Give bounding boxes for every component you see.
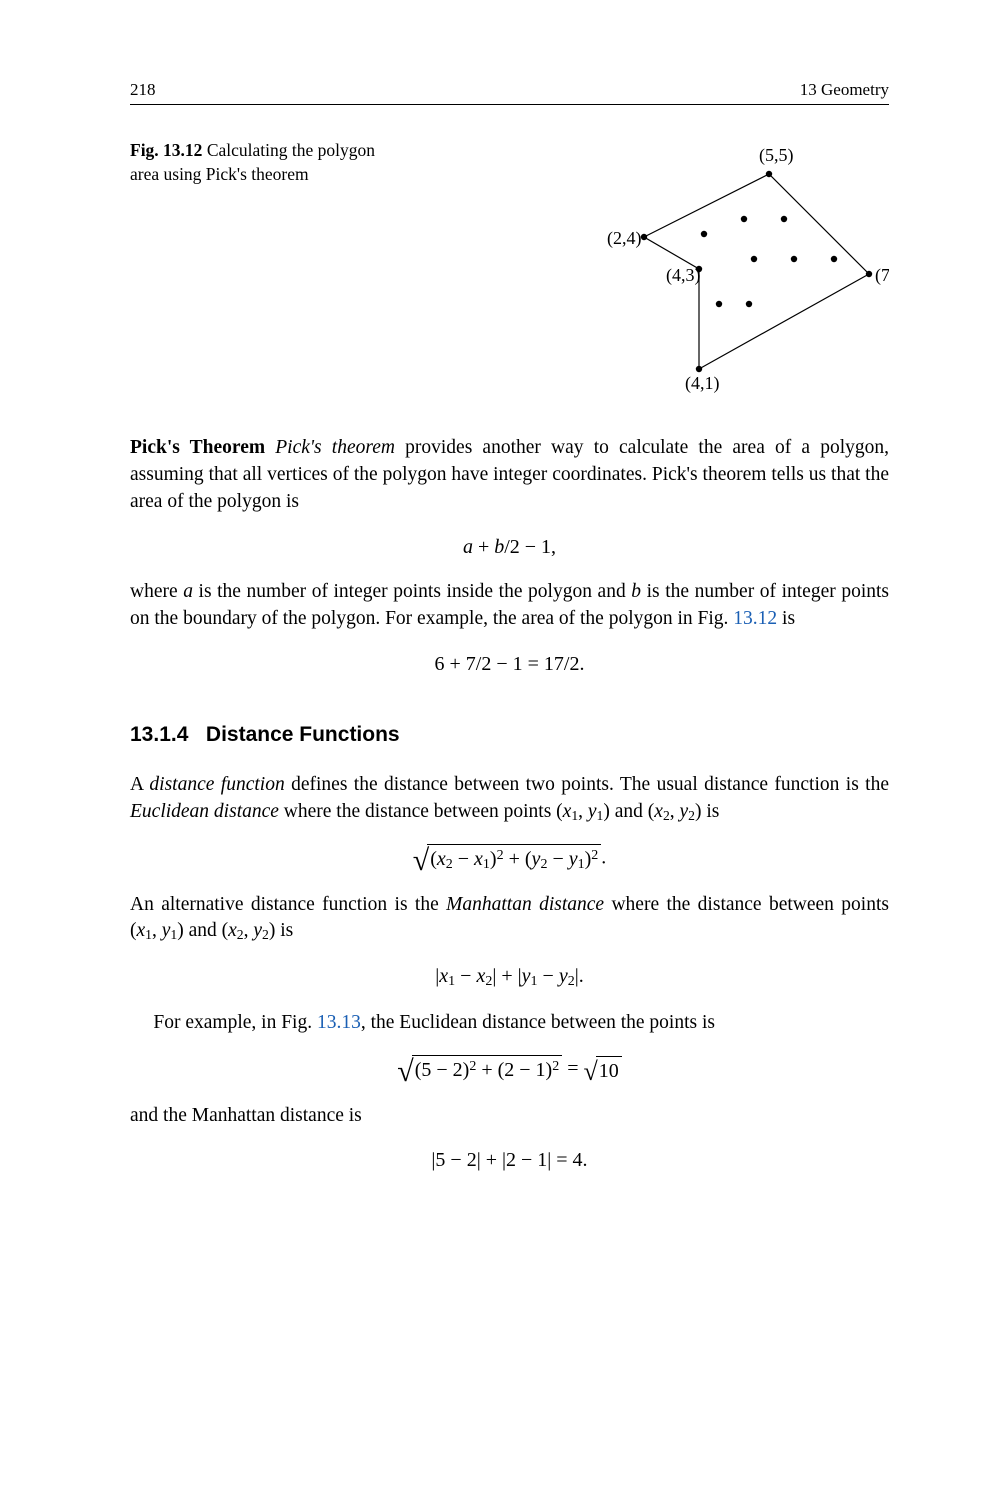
page-number: 218 xyxy=(130,80,156,100)
equation-manhattan: |x1 − x2| + |y1 − y2|. xyxy=(130,963,889,991)
svg-text:(4,3): (4,3) xyxy=(666,265,701,286)
sqrt-icon: √ xyxy=(583,1059,597,1085)
chapter-ref: 13 Geometry xyxy=(800,80,889,100)
polygon-diagram: (5,5) (2,4) (4,3) (7,3) (4,1) xyxy=(569,139,889,399)
paragraph-example: For example, in Fig. 13.13, the Euclidea… xyxy=(130,1010,889,1037)
section-number: 13.1.4 xyxy=(130,723,188,746)
paragraph-distance-1: A distance function defines the distance… xyxy=(130,772,889,826)
svg-text:(4,1): (4,1) xyxy=(685,373,720,394)
figure-caption: Fig. 13.12 Calculating the polygon area … xyxy=(130,139,400,186)
figure-row: Fig. 13.12 Calculating the polygon area … xyxy=(130,139,889,399)
equation-euclidean: √ (x2 − x1)2 + (y2 − y1)2 . xyxy=(130,844,889,874)
body-text: Pick's Theorem Pick's theorem provides a… xyxy=(130,435,889,1175)
sqrt-icon: √ xyxy=(397,1057,413,1087)
equation-example-manhattan: |5 − 2| + |2 − 1| = 4. xyxy=(130,1147,889,1175)
paragraph-picks-theorem: Pick's Theorem Pick's theorem provides a… xyxy=(130,435,889,516)
figure-graphic: (5,5) (2,4) (4,3) (7,3) (4,1) xyxy=(420,139,889,399)
picks-theorem-bold: Pick's Theorem xyxy=(130,437,265,458)
paragraph-distance-2: An alternative distance function is the … xyxy=(130,892,889,946)
section-title: Distance Functions xyxy=(206,723,400,746)
picks-theorem-italic: Pick's theorem xyxy=(275,437,395,458)
equation-example-euclidean: √ (5 − 2)2 + (2 − 1)2 = √ 10 xyxy=(130,1055,889,1085)
equation-2: 6 + 7/2 − 1 = 17/2. xyxy=(130,651,889,679)
fig-link-13-12[interactable]: 13.12 xyxy=(733,608,777,629)
page: 218 13 Geometry Fig. 13.12 Calculating t… xyxy=(0,0,989,1500)
svg-text:(5,5): (5,5) xyxy=(759,145,794,166)
paragraph-manhattan-result: and the Manhattan distance is xyxy=(130,1103,889,1130)
running-head: 218 13 Geometry xyxy=(130,80,889,105)
svg-text:(2,4): (2,4) xyxy=(607,228,642,249)
paragraph-ab-description: where a is the number of integer points … xyxy=(130,579,889,633)
svg-text:(7,3): (7,3) xyxy=(875,265,889,286)
equation-1: a + b/2 − 1, xyxy=(130,534,889,562)
figure-label: Fig. 13.12 xyxy=(130,140,202,160)
sqrt-icon: √ xyxy=(413,846,429,876)
fig-link-13-13[interactable]: 13.13 xyxy=(317,1012,361,1033)
section-heading: 13.1.4 Distance Functions xyxy=(130,721,889,750)
